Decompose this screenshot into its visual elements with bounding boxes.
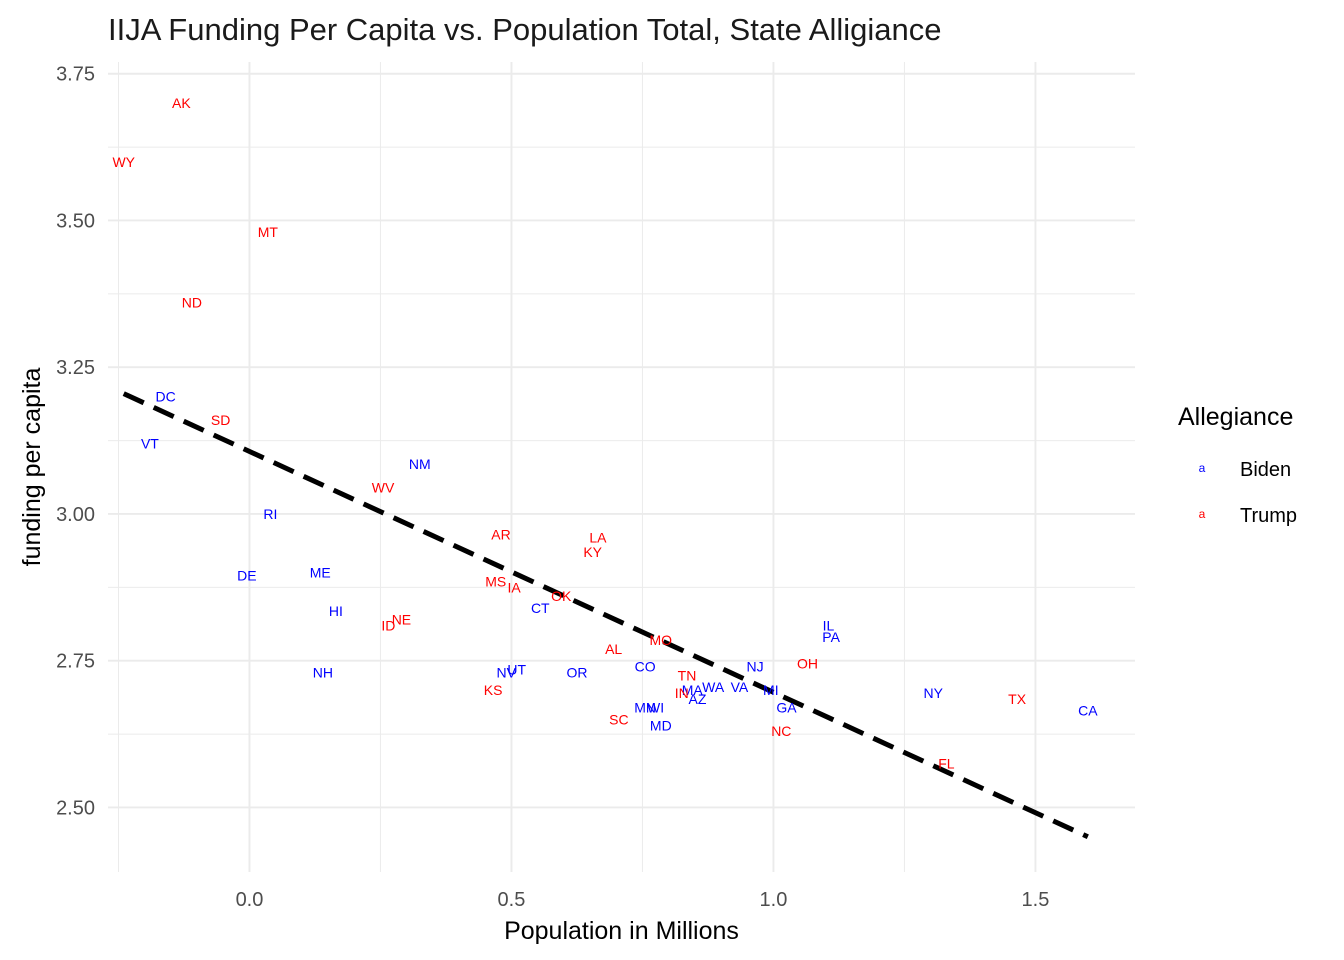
y-tick-label: 3.00: [56, 504, 95, 526]
point-label-me: ME: [310, 565, 331, 581]
point-label-az: AZ: [689, 691, 707, 707]
trend-line: [122, 391, 1089, 840]
point-label-co: CO: [635, 659, 656, 675]
point-label-ky: KY: [583, 544, 602, 560]
point-label-dc: DC: [156, 389, 176, 405]
x-tick-label: 0.5: [498, 889, 526, 911]
point-label-md: MD: [650, 717, 672, 733]
point-label-vt: VT: [141, 436, 159, 452]
x-axis-tick-labels: 0.0 0.5 1.0 1.5: [236, 889, 1050, 911]
x-tick-label: 1.0: [760, 889, 788, 911]
point-label-ar: AR: [491, 527, 510, 543]
legend-label-trump: Trump: [1240, 505, 1297, 527]
point-label-wv: WV: [372, 480, 395, 496]
point-label-wi: WI: [647, 700, 664, 716]
y-tick-label: 3.75: [56, 64, 95, 86]
legend-title: Allegiance: [1178, 403, 1293, 431]
point-label-sc: SC: [609, 711, 628, 727]
point-label-sd: SD: [211, 412, 230, 428]
legend-key-biden: a: [1199, 461, 1206, 475]
point-label-nc: NC: [771, 723, 791, 739]
legend-label-biden: Biden: [1240, 459, 1291, 481]
point-label-nj: NJ: [747, 659, 764, 675]
point-label-ca: CA: [1078, 703, 1098, 719]
y-tick-label: 3.50: [56, 210, 95, 232]
point-label-fl: FL: [938, 755, 955, 771]
y-axis-title: funding per capita: [18, 368, 46, 567]
point-label-mo: MO: [650, 632, 673, 648]
point-label-nv: NV: [496, 664, 516, 680]
point-label-mt: MT: [258, 224, 279, 240]
x-axis-title: Population in Millions: [504, 917, 739, 945]
point-label-va: VA: [731, 679, 749, 695]
point-label-al: AL: [605, 641, 622, 657]
point-label-ak: AK: [172, 95, 191, 111]
y-tick-label: 2.75: [56, 651, 95, 673]
point-label-nd: ND: [182, 295, 202, 311]
legend-key-trump: a: [1199, 507, 1206, 521]
legend: Allegiance a Biden a Trump: [1178, 403, 1297, 527]
point-label-ga: GA: [776, 700, 797, 716]
point-label-in: IN: [675, 685, 689, 701]
point-label-ne: NE: [392, 612, 411, 628]
point-label-tx: TX: [1008, 691, 1027, 707]
point-label-pa: PA: [822, 629, 840, 645]
point-label-il: IL: [823, 617, 835, 633]
point-label-ks: KS: [484, 682, 503, 698]
y-tick-label: 2.50: [56, 797, 95, 819]
point-label-tn: TN: [678, 667, 697, 683]
point-label-id: ID: [381, 617, 395, 633]
point-label-ok: OK: [551, 588, 572, 604]
point-label-ms: MS: [485, 573, 506, 589]
y-tick-label: 3.25: [56, 357, 95, 379]
point-label-de: DE: [237, 568, 256, 584]
point-label-ny: NY: [924, 685, 944, 701]
point-label-nm: NM: [409, 456, 431, 472]
point-label-hi: HI: [329, 603, 343, 619]
point-label-wy: WY: [112, 154, 135, 170]
x-tick-label: 1.5: [1022, 889, 1050, 911]
point-label-mn: MN: [634, 700, 656, 716]
point-label-mi: MI: [763, 682, 779, 698]
point-label-nh: NH: [313, 664, 333, 680]
point-label-or: OR: [566, 664, 587, 680]
point-label-oh: OH: [797, 656, 818, 672]
point-label-ia: IA: [507, 579, 521, 595]
point-label-la: LA: [589, 529, 607, 545]
point-label-ri: RI: [263, 506, 277, 522]
y-axis-tick-labels: 2.50 2.75 3.00 3.25 3.50 3.75: [56, 64, 95, 820]
plot-grid: [108, 62, 1135, 872]
chart-title: IIJA Funding Per Capita vs. Population T…: [108, 12, 942, 47]
point-label-ct: CT: [531, 600, 550, 616]
point-label-wa: WA: [702, 679, 725, 695]
point-label-ma: MA: [682, 682, 704, 698]
x-tick-label: 0.0: [236, 889, 264, 911]
point-label-ut: UT: [507, 662, 526, 678]
